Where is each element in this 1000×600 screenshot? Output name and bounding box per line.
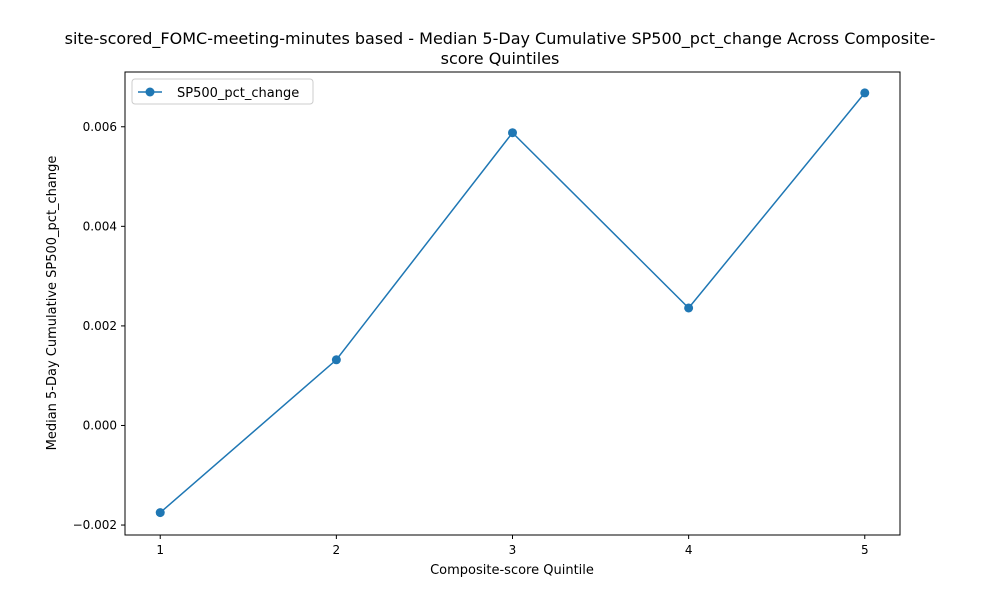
- y-axis-label: Median 5-Day Cumulative SP500_pct_change: [45, 156, 60, 451]
- x-tick-label: 1: [156, 543, 164, 557]
- legend-series-marker: [145, 87, 155, 97]
- x-axis-label: Composite-score Quintile: [430, 563, 594, 578]
- y-tick-label: 0.006: [83, 120, 117, 134]
- x-tick-label: 4: [685, 543, 693, 557]
- x-tick-label: 5: [861, 543, 869, 557]
- plot-area-frame: [124, 71, 901, 536]
- chart-title-line-2: score Quintiles: [440, 49, 560, 68]
- y-tick-label: 0.004: [83, 219, 117, 233]
- data-point: [860, 88, 870, 98]
- data-point: [155, 508, 165, 518]
- x-tick-label: 2: [333, 543, 341, 557]
- chart-title-line-1: site-scored_FOMC-meeting-minutes based -…: [64, 29, 936, 48]
- x-tick-label: 3: [509, 543, 517, 557]
- y-tick-label: 0.000: [83, 418, 117, 432]
- legend-series-label: SP500_pct_change: [177, 86, 299, 101]
- legend-box: [131, 78, 314, 105]
- data-point: [331, 355, 341, 365]
- series-line: [159, 92, 866, 514]
- y-tick-label: −0.002: [73, 518, 117, 532]
- legend: SP500_pct_change: [131, 78, 314, 105]
- data-point: [684, 303, 694, 313]
- y-tick-label: 0.002: [83, 319, 117, 333]
- data-point: [508, 128, 517, 138]
